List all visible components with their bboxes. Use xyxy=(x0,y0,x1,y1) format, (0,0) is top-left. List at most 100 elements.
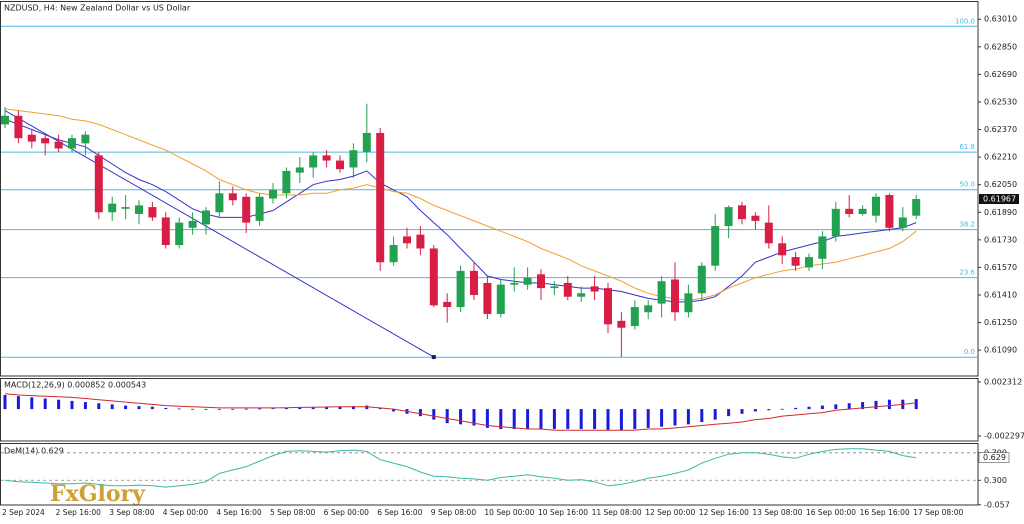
fib-label: 50.0 xyxy=(959,181,975,189)
candle-body xyxy=(510,282,519,285)
last-value-box xyxy=(978,452,1010,463)
macd-bar xyxy=(43,398,47,410)
x-tick-label: 2 Sep 16:00 xyxy=(56,508,102,517)
y-tick-label: 0.62050 xyxy=(984,180,1017,189)
candle-body xyxy=(295,167,304,173)
fib-label: 23.6 xyxy=(959,269,975,277)
macd-bar xyxy=(700,409,704,422)
candle-body xyxy=(671,279,679,313)
candle-body xyxy=(1,115,9,125)
macd-bar xyxy=(740,409,744,414)
candle-body xyxy=(362,132,371,152)
macd-bar xyxy=(861,402,865,410)
candle-body xyxy=(764,222,773,244)
macd-bar xyxy=(351,406,355,410)
macd-pane xyxy=(0,378,979,442)
candle-body xyxy=(912,198,921,216)
macd-bar xyxy=(834,404,838,410)
macd-bar xyxy=(271,408,275,410)
candle-body xyxy=(443,301,452,308)
macd-bar xyxy=(780,408,784,410)
candle-body xyxy=(470,270,478,295)
x-tick-label: 10 Sep 16:00 xyxy=(538,508,588,517)
macd-bar xyxy=(231,408,235,410)
macd-bar xyxy=(311,407,315,410)
macd-bar xyxy=(552,409,556,430)
fib-label: 61.8 xyxy=(959,143,975,151)
candle-body xyxy=(644,305,653,313)
macd-bar xyxy=(539,409,543,430)
macd-bar xyxy=(70,400,74,410)
macd-bar xyxy=(566,409,570,430)
macd-bar xyxy=(97,403,101,410)
x-tick-label: 2 Sep 2024 xyxy=(2,508,45,517)
macd-bar xyxy=(298,407,302,410)
last-price: 0.61967 xyxy=(983,194,1016,203)
macd-bar xyxy=(137,406,141,410)
macd-bar xyxy=(325,406,329,410)
x-tick-label: 16 Sep 16:00 xyxy=(860,508,910,517)
last-value: 0.629 xyxy=(983,453,1006,462)
candle-body xyxy=(54,141,63,149)
macd-bar xyxy=(633,409,637,430)
fib-label: 100.0 xyxy=(955,17,975,25)
candle-body xyxy=(523,277,532,285)
dem-line xyxy=(4,448,917,488)
macd-bar xyxy=(392,409,396,412)
candle-body xyxy=(845,208,854,214)
candle-body xyxy=(376,132,385,263)
candle-body xyxy=(322,155,331,161)
candle-body xyxy=(188,220,197,228)
x-tick-label: 5 Sep 08:00 xyxy=(270,508,316,517)
candle-body xyxy=(349,150,358,168)
candle-body xyxy=(161,217,170,246)
candle-body xyxy=(590,286,599,292)
candle-body xyxy=(898,217,907,228)
candle-body xyxy=(121,207,130,209)
y-tick-label: 0.61890 xyxy=(984,208,1017,217)
macd-bar xyxy=(820,405,824,410)
candle-body xyxy=(483,282,492,314)
y-tick-label: 0.002312 xyxy=(984,377,1022,386)
candle-body xyxy=(697,265,706,294)
candle-body xyxy=(14,115,23,139)
candle-body xyxy=(630,307,639,327)
y-tick-label: 0.62210 xyxy=(984,153,1017,162)
macd-bar xyxy=(177,408,181,410)
x-tick-label: 4 Sep 16:00 xyxy=(216,508,262,517)
macd-bar xyxy=(512,409,516,430)
candle-body xyxy=(751,215,760,221)
candle-body xyxy=(657,281,666,304)
macd-bar xyxy=(83,402,87,410)
macd-bar xyxy=(472,409,476,426)
macd-bar xyxy=(526,409,530,430)
fib-label: 38.2 xyxy=(959,221,975,229)
candle-body xyxy=(416,234,425,249)
candle-body xyxy=(456,270,465,308)
macd-bar xyxy=(150,406,154,410)
macd-bar xyxy=(204,408,208,410)
candle-body xyxy=(604,288,612,325)
macd-bar xyxy=(432,409,436,420)
candle-body xyxy=(537,274,545,289)
macd-bar xyxy=(606,409,610,431)
logo: FxGlory xyxy=(50,481,146,507)
trendline-end xyxy=(431,355,436,360)
y-tick-label: 0.61250 xyxy=(984,318,1017,327)
macd-bar xyxy=(660,409,664,427)
candle-body xyxy=(791,257,800,266)
x-tick-label: 4 Sep 00:00 xyxy=(163,508,209,517)
candle-body xyxy=(563,282,572,297)
y-tick-label: 0.61410 xyxy=(984,290,1017,299)
candle-body xyxy=(550,286,559,289)
macd-bar xyxy=(164,407,168,410)
macd-bar xyxy=(646,409,650,428)
macd-bar xyxy=(874,400,878,410)
candle-body xyxy=(148,207,157,218)
macd-bar xyxy=(686,409,690,425)
y-tick-label: 0.61090 xyxy=(984,346,1017,355)
moving-average xyxy=(4,108,917,301)
candle-body xyxy=(81,134,90,144)
